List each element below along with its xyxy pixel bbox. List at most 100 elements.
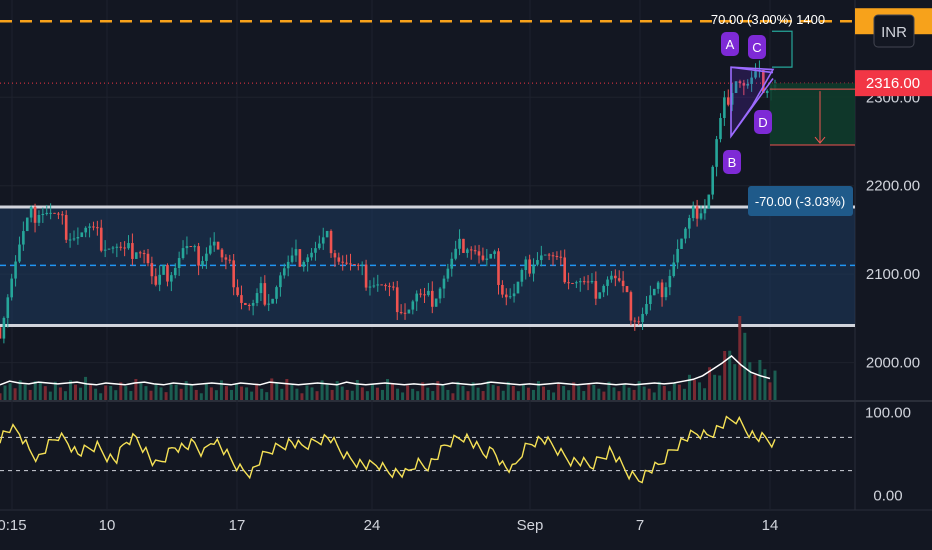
volume-bar: [290, 384, 294, 400]
candle-body: [625, 286, 629, 293]
volume-bar: [516, 391, 520, 400]
candle-body: [532, 264, 535, 274]
price-tick-label: 2200.00: [866, 178, 920, 195]
candle-body: [10, 278, 13, 298]
candle-body: [590, 281, 594, 283]
volume-bar: [557, 383, 561, 400]
candle-body: [688, 218, 691, 229]
volume-bar: [23, 384, 27, 400]
candle-body: [575, 282, 578, 284]
volume-bar: [89, 384, 93, 400]
candle-body: [395, 287, 399, 313]
candle-body: [333, 253, 337, 258]
candles: [0, 60, 777, 344]
volume-bar: [421, 382, 425, 400]
pattern-badge-a[interactable]: [721, 32, 739, 56]
volume-bar: [38, 381, 42, 400]
volume-bars: [0, 316, 777, 400]
candle-body: [99, 227, 103, 251]
candle-body: [279, 275, 282, 288]
volume-bar: [204, 383, 208, 400]
candle-body: [567, 282, 570, 284]
candle-body: [294, 249, 298, 256]
volume-bar: [622, 384, 626, 400]
candle-body: [41, 213, 45, 216]
candle-body: [127, 243, 130, 249]
candle-body: [154, 276, 158, 285]
candle-body: [543, 254, 547, 256]
candle-body: [298, 249, 302, 267]
oscillator-pane[interactable]: [0, 402, 855, 507]
candle-body: [329, 230, 333, 254]
currency-button[interactable]: INR: [873, 14, 915, 48]
volume-bar: [124, 386, 128, 400]
candle-body: [602, 285, 605, 293]
volume-bar: [738, 316, 742, 400]
volume-bar: [582, 391, 586, 400]
volume-bar: [602, 391, 606, 400]
candle-body: [668, 275, 672, 288]
candle-body: [356, 264, 360, 266]
candle-body: [275, 287, 278, 299]
candle-body: [660, 282, 664, 298]
candle-body: [0, 327, 2, 339]
candle-body: [407, 309, 411, 314]
main-pane[interactable]: [0, 0, 855, 400]
profit-zone[interactable]: [770, 21, 855, 83]
volume-bar: [134, 379, 138, 400]
candle-body: [170, 275, 173, 282]
volume-bar: [672, 382, 676, 400]
candle-body: [103, 249, 107, 251]
volume-bar: [330, 389, 334, 400]
candle-body: [508, 296, 512, 298]
volume-bar: [567, 390, 571, 400]
pattern-badge-b[interactable]: [723, 150, 741, 174]
volume-bar: [18, 380, 22, 400]
candle-body: [454, 248, 457, 259]
last-price-badge[interactable]: [855, 70, 932, 97]
volume-bar: [199, 393, 203, 400]
volume-bar: [647, 388, 651, 400]
volume-bar: [58, 387, 62, 400]
volume-bar: [194, 389, 198, 400]
volume-bar: [275, 383, 279, 400]
candle-body: [138, 252, 142, 254]
volume-bar: [652, 392, 656, 400]
candle-body: [734, 81, 738, 94]
oscillator-axis[interactable]: 100.00 0.00: [865, 404, 911, 504]
candle-body: [754, 71, 757, 78]
volume-bar: [8, 383, 12, 400]
candle-body: [699, 213, 703, 219]
candle-body: [173, 267, 177, 276]
candle-body: [649, 295, 652, 305]
candle-body: [25, 217, 29, 232]
candle-body: [255, 293, 259, 303]
pattern-badge-c[interactable]: [748, 35, 766, 59]
candle-body: [64, 215, 68, 240]
volume-bar: [315, 391, 319, 400]
volume-bar: [436, 381, 440, 400]
candle-body: [376, 284, 380, 286]
pattern-badge-d[interactable]: [754, 110, 772, 134]
target-zone-outline[interactable]: [772, 30, 793, 68]
time-axis[interactable]: 0:15 10 17 24 Sep 7 14: [0, 517, 778, 534]
candle-body: [181, 248, 185, 259]
loss-zone[interactable]: [770, 83, 855, 146]
volume-bar: [491, 384, 495, 400]
volume-bar: [481, 391, 485, 400]
candle-body: [388, 285, 391, 287]
range-box[interactable]: [0, 206, 855, 326]
candle-body: [419, 293, 422, 295]
candle-body: [501, 284, 504, 295]
position-tool[interactable]: 70.00 (3.00%) 1400 -70.00 (-3.03%): [711, 12, 855, 216]
volume-bar: [698, 382, 702, 400]
candle-body: [14, 261, 17, 279]
volume-bar: [235, 383, 239, 400]
abcd-pattern[interactable]: A B C D: [721, 32, 775, 174]
candle-body: [57, 213, 60, 215]
candle-body: [606, 279, 609, 286]
volume-bar: [411, 388, 415, 400]
volume-bar: [552, 392, 556, 400]
